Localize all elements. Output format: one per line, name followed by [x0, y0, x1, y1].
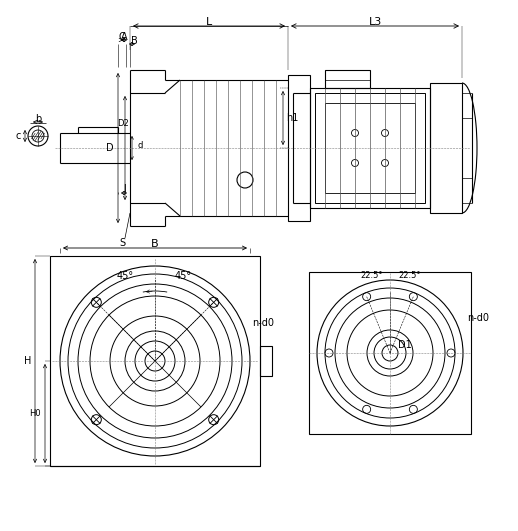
- Bar: [325, 103, 415, 193]
- Bar: [310, 88, 430, 208]
- Bar: [315, 93, 425, 203]
- Text: C: C: [119, 32, 125, 42]
- Text: S: S: [119, 238, 125, 248]
- Text: B: B: [131, 36, 137, 46]
- Bar: [50, 256, 260, 466]
- Text: c: c: [16, 131, 21, 141]
- Text: 45°: 45°: [175, 271, 192, 281]
- Text: n-d0: n-d0: [467, 313, 489, 323]
- Text: B: B: [151, 239, 159, 249]
- Text: 22.5°: 22.5°: [399, 270, 421, 279]
- Bar: [260, 346, 272, 376]
- Text: D: D: [106, 143, 114, 153]
- Bar: [309, 272, 471, 434]
- Text: 45°: 45°: [117, 271, 134, 281]
- Text: h1: h1: [286, 113, 298, 123]
- Text: L: L: [206, 17, 212, 27]
- Text: n-d0: n-d0: [252, 318, 274, 328]
- Text: H0: H0: [30, 409, 41, 418]
- Bar: [288, 75, 310, 221]
- Text: 22.5°: 22.5°: [361, 270, 383, 279]
- Text: L3: L3: [368, 17, 382, 27]
- Text: l: l: [123, 184, 125, 194]
- Text: A: A: [121, 32, 127, 42]
- Text: H: H: [24, 356, 31, 366]
- Text: D2: D2: [117, 118, 129, 127]
- Bar: [430, 83, 462, 213]
- Text: b: b: [35, 114, 41, 124]
- Text: D1: D1: [398, 340, 412, 350]
- Text: d: d: [138, 141, 143, 150]
- Bar: [325, 70, 370, 88]
